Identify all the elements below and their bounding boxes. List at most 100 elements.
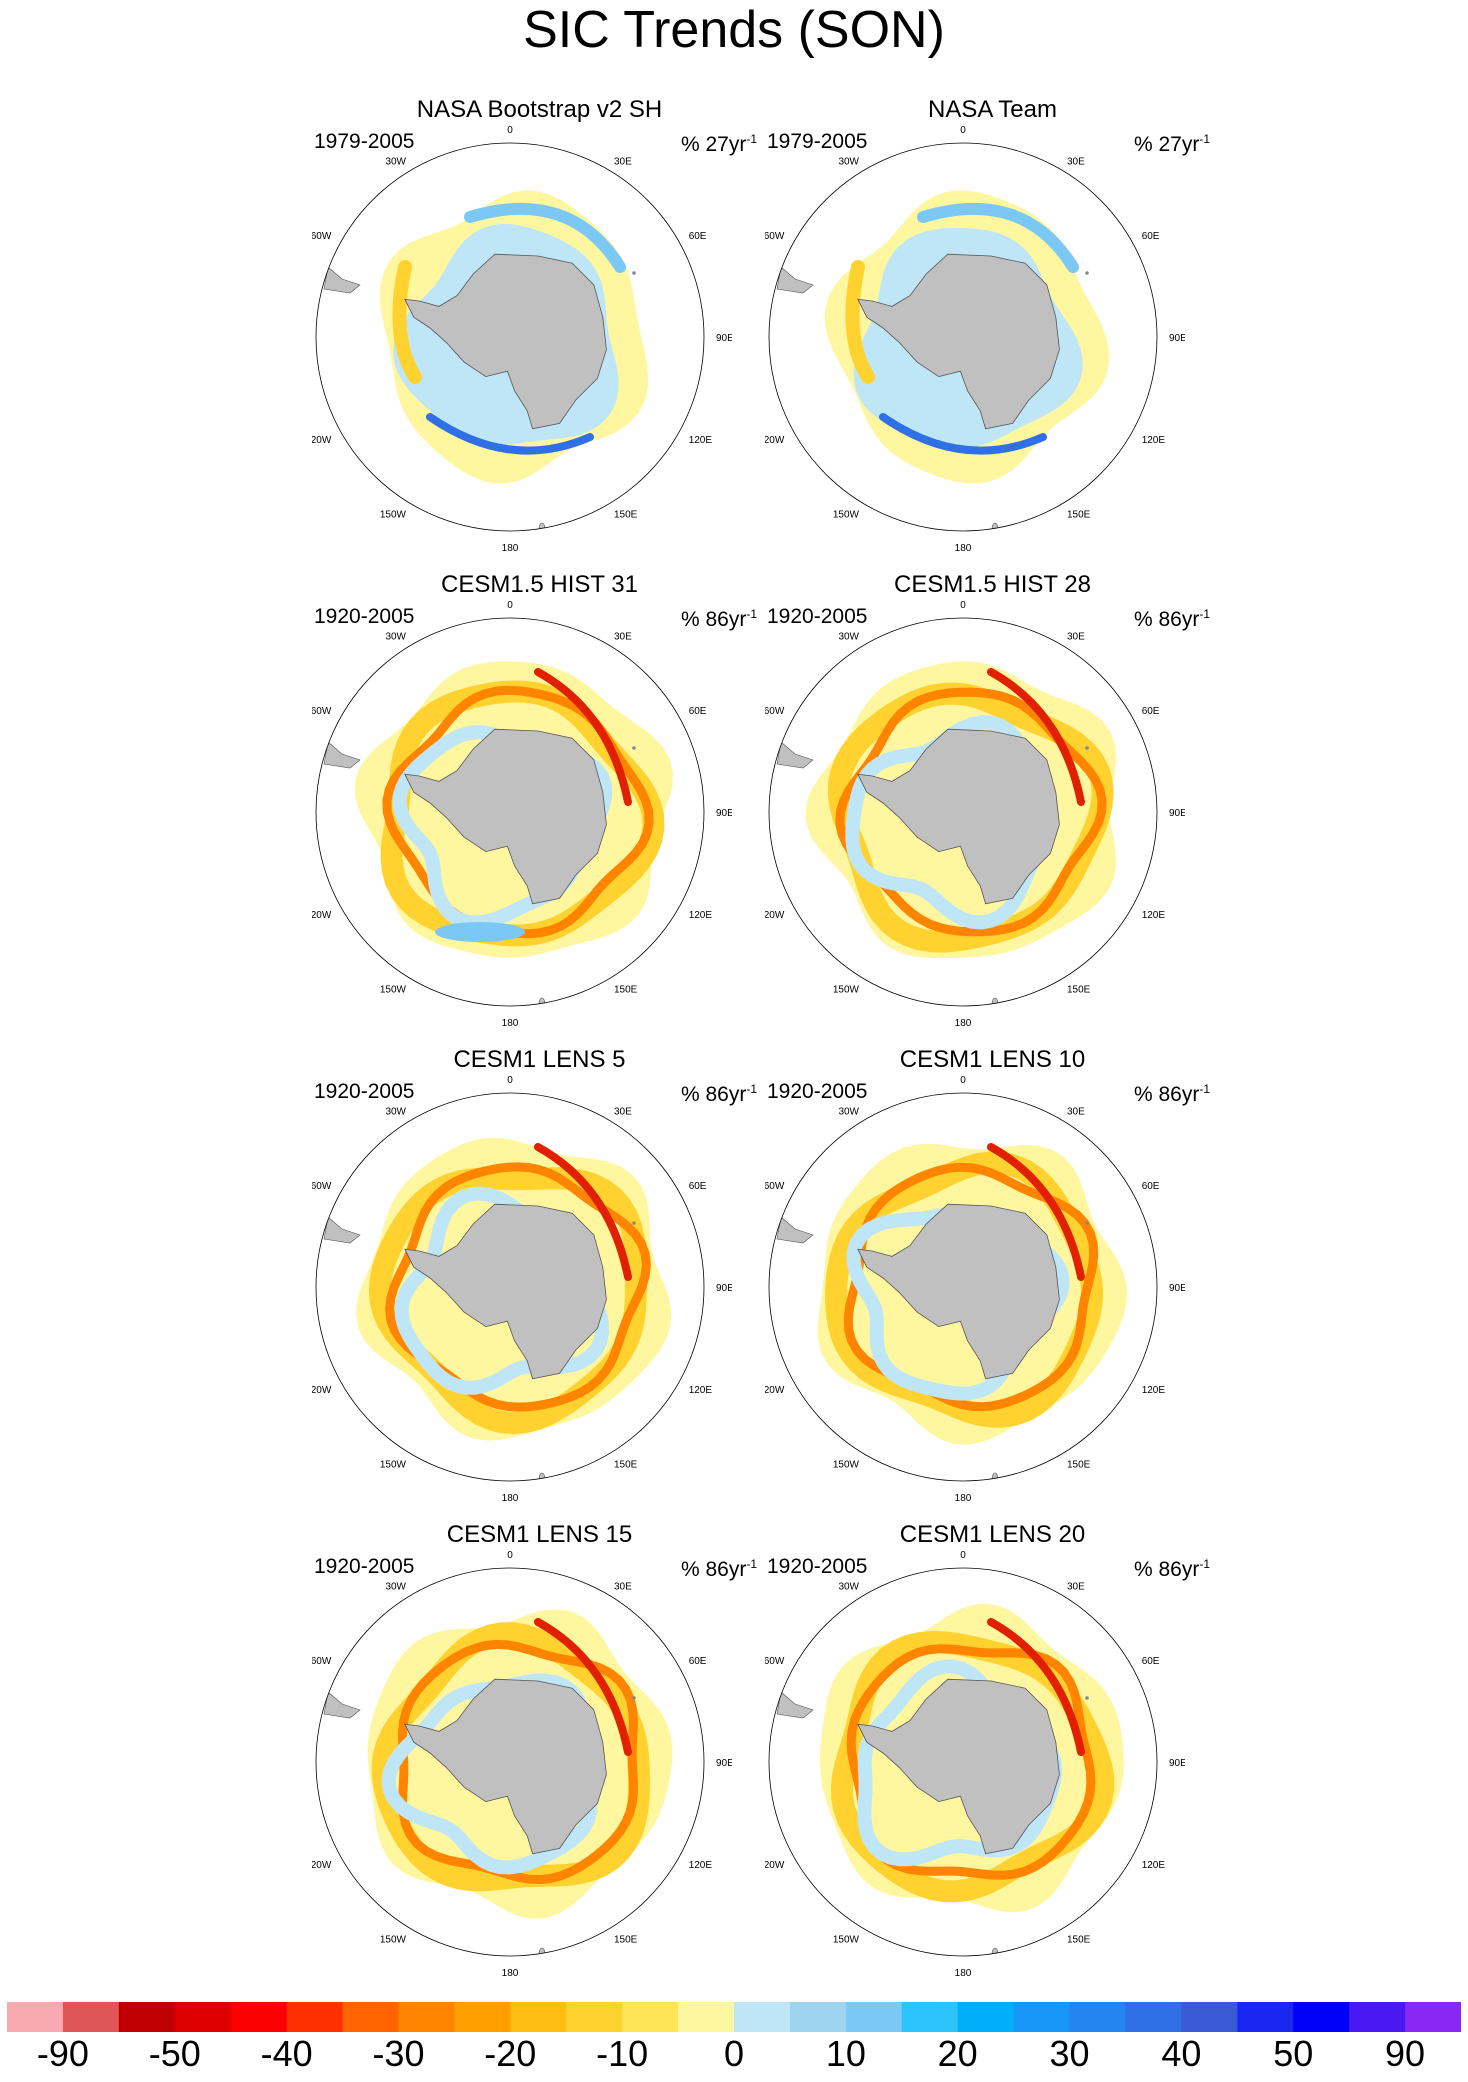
polar-map: 030E60E90E120E150E180150W120W90W60W30W xyxy=(312,1075,732,1504)
panel-title: CESM1.5 HIST 28 xyxy=(894,571,1091,598)
longitude-label: 90E xyxy=(1169,808,1185,819)
panel-period: 1920-2005 xyxy=(767,605,868,628)
negative-trend-band xyxy=(879,413,1047,455)
longitude-label: 90E xyxy=(716,1283,732,1294)
units-text: % 27yr xyxy=(1133,133,1200,156)
polar-map: 030E60E90E120E150E180150W120W90W60W30W xyxy=(765,1075,1185,1504)
trend-band-strong xyxy=(398,1639,638,1885)
longitude-label: 30W xyxy=(838,156,859,167)
colorbar-swatch xyxy=(1181,2002,1238,2032)
antarctica-landmass xyxy=(404,253,607,430)
longitude-label: 120W xyxy=(312,1860,332,1871)
south-america-tip xyxy=(776,1216,814,1244)
south-america-tip xyxy=(323,266,361,294)
south-america-tip xyxy=(776,741,814,769)
longitude-label: 180 xyxy=(502,543,519,554)
panel-title: CESM1 LENS 15 xyxy=(446,1521,633,1548)
colorbar-label: 90 xyxy=(1385,2033,1426,2074)
colorbar-swatch xyxy=(1013,2002,1071,2032)
colorbar-swatch xyxy=(789,2002,847,2032)
units-text: % 27yr xyxy=(680,133,747,156)
trend-band-strong xyxy=(385,1162,651,1412)
longitude-label: 0 xyxy=(507,125,513,136)
longitude-label: 0 xyxy=(507,600,513,611)
longitude-label: 90E xyxy=(1169,333,1185,344)
longitude-label: 60W xyxy=(312,1656,332,1667)
negative-trend-band xyxy=(426,413,594,455)
colorbar-swatch xyxy=(286,2002,344,2032)
longitude-label: 60E xyxy=(689,231,707,242)
longitude-label: 180 xyxy=(955,1968,972,1979)
map-panel: CESM1 LENS 15 1920-2005 % 86yr-1 0 30E 60E 90E… xyxy=(312,1520,767,1995)
longitude-label: 30E xyxy=(1067,156,1085,167)
colorbar-label: -50 xyxy=(148,2033,201,2074)
colorbar-swatch xyxy=(566,2002,623,2032)
colorbar-swatch xyxy=(901,2002,959,2032)
units-text: % 86yr xyxy=(680,1558,747,1581)
longitude-label: 30W xyxy=(385,1581,406,1592)
longitude-label: 60W xyxy=(312,706,332,717)
longitude-label: 120W xyxy=(765,1860,785,1871)
island xyxy=(632,746,636,750)
map-panel: CESM1.5 HIST 31 1920-2005 % 86yr-1 0 30E 60E 9… xyxy=(312,570,767,1045)
units-text: % 86yr xyxy=(1133,608,1200,631)
panel-period: 1920-2005 xyxy=(767,1555,868,1578)
colorbar-swatch xyxy=(230,2002,288,2032)
longitude-label: 60E xyxy=(689,1656,707,1667)
map-boundary xyxy=(315,1567,705,1957)
longitude-label: 150W xyxy=(833,1460,860,1471)
colorbar-swatch xyxy=(845,2002,903,2032)
panel-units: % 86yr-1 xyxy=(1134,1551,1210,1583)
panel-period: 1979-2005 xyxy=(767,130,868,153)
panel-period: 1920-2005 xyxy=(767,1080,868,1103)
longitude-label: 120W xyxy=(312,435,332,446)
colorbar-label: 0 xyxy=(723,2033,745,2074)
longitude-label: 180 xyxy=(502,1018,519,1029)
panel-units: % 86yr-1 xyxy=(1134,601,1210,633)
colorbar-label: -30 xyxy=(372,2033,425,2074)
longitude-label: 120E xyxy=(689,435,713,446)
longitude-label: 150E xyxy=(614,1935,638,1946)
longitude-label: 150W xyxy=(833,510,860,521)
colorbar-swatch xyxy=(1405,2002,1461,2032)
longitude-label: 120E xyxy=(689,910,713,921)
longitude-label: 120E xyxy=(689,1385,713,1396)
longitude-label: 120E xyxy=(1142,1860,1166,1871)
island xyxy=(1085,746,1089,750)
colorbar-swatch xyxy=(1349,2002,1406,2032)
longitude-label: 30E xyxy=(1067,631,1085,642)
panel-units: % 86yr-1 xyxy=(681,1551,757,1583)
colorbar-swatch xyxy=(398,2002,455,2032)
trend-band-peak xyxy=(534,668,632,806)
colorbar-swatch xyxy=(454,2002,511,2032)
colorbar-swatch xyxy=(1125,2002,1182,2032)
longitude-label: 90E xyxy=(1169,1283,1185,1294)
longitude-label: 90E xyxy=(716,808,732,819)
longitude-label: 0 xyxy=(960,125,966,136)
longitude-label: 60E xyxy=(1142,1181,1160,1192)
antarctica-landmass xyxy=(404,728,607,905)
island xyxy=(632,1696,636,1700)
longitude-label: 180 xyxy=(502,1968,519,1979)
longitude-label: 30E xyxy=(614,631,632,642)
longitude-label: 60W xyxy=(312,231,332,242)
longitude-label: 30W xyxy=(385,156,406,167)
antarctica-landmass xyxy=(404,1203,607,1380)
units-text: % 86yr xyxy=(680,608,747,631)
figure-title: SIC Trends (SON) xyxy=(523,1,945,59)
polar-map: 030E60E90E120E150E180150W120W90W60W30W xyxy=(765,1550,1185,1979)
trend-band-peak xyxy=(987,1143,1085,1281)
longitude-label: 60E xyxy=(689,1181,707,1192)
longitude-label: 120E xyxy=(1142,435,1166,446)
negative-trend-band xyxy=(464,202,626,273)
longitude-label: 60W xyxy=(765,1656,785,1667)
colorbar-swatch xyxy=(7,2002,64,2032)
longitude-label: 150W xyxy=(380,985,407,996)
colorbar-label: 10 xyxy=(825,2033,866,2074)
units-exponent: -1 xyxy=(746,1557,757,1571)
longitude-label: 60W xyxy=(765,1181,785,1192)
negative-trend-band xyxy=(917,202,1079,273)
units-exponent: -1 xyxy=(1199,1082,1210,1096)
positive-trend-band xyxy=(392,260,422,384)
longitude-label: 120W xyxy=(312,1385,332,1396)
